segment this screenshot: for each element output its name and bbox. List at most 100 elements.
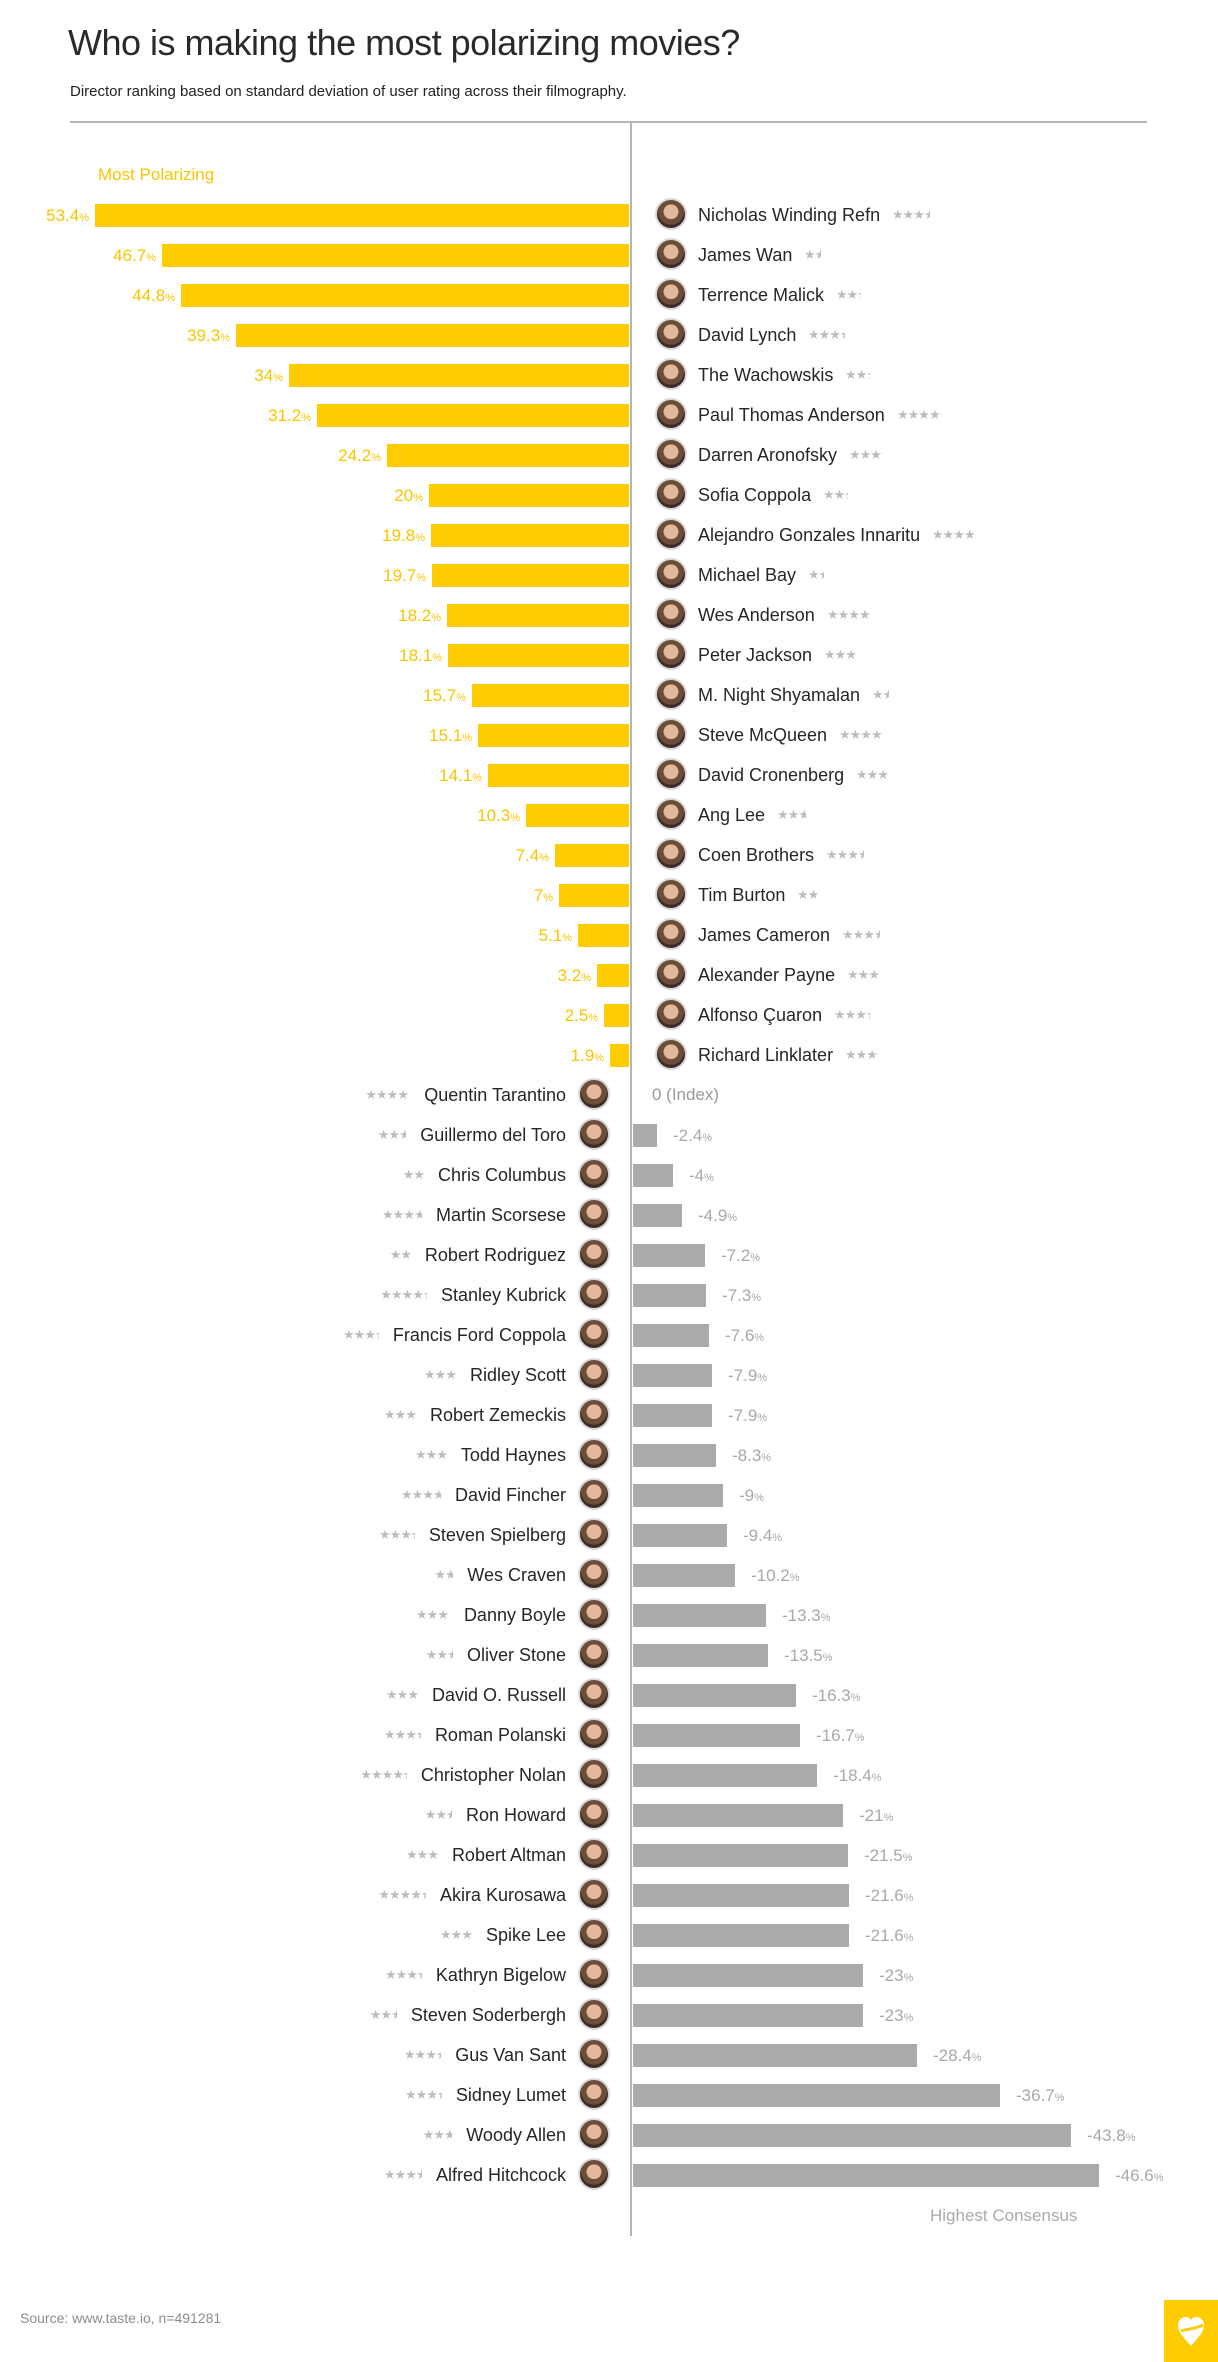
star-rating-icon: ★★★★★ [360,1767,407,1782]
director-row: 53.4% Nicholas Winding Refn ★★★★ [0,198,1218,244]
director-avatar [655,798,687,830]
director-row: 20% Sofia Coppola ★★★ [0,478,1218,524]
star-rating-icon: ★★★★ [824,647,858,662]
director-row: Todd Haynes -8.3% ★★★ [0,1438,1218,1484]
director-avatar [655,198,687,230]
director-name: Oliver Stone [466,1645,566,1665]
star-rating-icon: ★★ [804,247,821,262]
star-rating-icon: ★★ [872,687,889,702]
value-label: -16.3% [812,1686,861,1705]
director-row: 18.1% Peter Jackson ★★★★ [0,638,1218,684]
director-row: 39.3% David Lynch ★★★★ [0,318,1218,364]
polarizing-bar [597,964,629,987]
polarizing-bar [432,564,629,587]
director-avatar [578,1278,610,1310]
director-name: Darren Aronofsky [698,445,838,465]
consensus-bar [633,1444,716,1467]
director-row: 2.5% Alfonso Çuaron ★★★★ [0,998,1218,1044]
director-row: 15.7% M. Night Shyamalan ★★ [0,678,1218,724]
value-label: -4.9% [698,1206,738,1225]
director-row: Chris Columbus -4% ★★ [0,1158,1218,1204]
star-rating-icon: ★★★ [369,2007,397,2022]
heart-logo-icon[interactable] [1164,2300,1218,2362]
value-label: 5.1% [538,926,572,945]
value-label: 31.2% [268,406,311,425]
director-name: Nicholas Winding Refn [698,205,881,225]
consensus-bar [633,1804,843,1827]
value-label: -16.7% [816,1726,865,1745]
director-row: 24.2% Darren Aronofsky ★★★★ [0,438,1218,484]
consensus-bar [633,1724,800,1747]
page-title: Who is making the most polarizing movies… [68,22,740,63]
star-rating-icon: ★★★ [847,967,880,982]
value-label: -4% [689,1166,714,1185]
value-label: -46.6% [1115,2166,1164,2185]
consensus-bar [633,1684,796,1707]
consensus-bar [633,2004,863,2027]
consensus-bar [633,1324,709,1347]
value-label: -7.9% [728,1406,768,1425]
director-row: Oliver Stone -13.5% ★★★ [0,1638,1218,1684]
star-rating-icon: ★★★★ [808,327,845,342]
director-name: Martin Scorsese [435,1205,566,1225]
star-rating-icon: ★★★★★ [378,1887,426,1902]
value-label: -21.6% [865,1926,914,1945]
polarizing-bar [488,764,629,787]
polarizing-bar [555,844,629,867]
director-name: Todd Haynes [460,1445,566,1465]
value-label: -8.3% [732,1446,772,1465]
director-name: David Lynch [698,325,797,345]
star-rating-icon: ★★★★ [416,1607,450,1622]
star-rating-icon: ★★★ [422,2127,452,2142]
value-label: 18.2% [398,606,441,625]
director-avatar [578,1918,610,1950]
director-avatar [578,1998,610,2030]
director-name: Alexander Payne [698,965,836,985]
director-avatar [655,918,687,950]
director-avatar [655,998,687,1030]
director-name: Steven Soderbergh [410,2005,566,2025]
consensus-bar [633,1124,657,1147]
value-label: 46.7% [113,246,156,265]
most-polarizing-label: Most Polarizing [98,165,215,184]
director-name: Coen Brothers [698,845,815,865]
director-row: Ron Howard -21% ★★★ [0,1798,1218,1844]
director-name: James Wan [698,245,793,265]
polarizing-bar [317,404,629,427]
director-avatar [578,1318,610,1350]
director-name: James Cameron [698,925,831,945]
value-label: -7.6% [725,1326,765,1345]
star-rating-icon: ★★★ [797,887,820,902]
value-label: -36.7% [1016,2086,1065,2105]
director-row: Robert Altman -21.5% ★★★ [0,1838,1218,1884]
consensus-bar [633,1564,735,1587]
consensus-bar [633,2124,1071,2147]
star-rating-icon: ★★★ [406,1847,439,1862]
polarizing-bar [387,444,629,467]
director-row: Martin Scorsese -4.9% ★★★★ [0,1198,1218,1244]
director-name: Peter Jackson [698,645,813,665]
star-rating-icon: ★★★★ [839,727,883,742]
polarizing-bar [181,284,629,307]
director-avatar [578,1838,610,1870]
director-name: Alfred Hitchcock [435,2165,566,2185]
director-name: Ron Howard [465,1805,566,1825]
director-row: Danny Boyle -13.3% ★★★★ [0,1598,1218,1644]
director-name: Alfonso Çuaron [698,1005,823,1025]
director-avatar [578,1598,610,1630]
star-rating-icon: ★★★ [415,1447,448,1462]
director-avatar [655,358,687,390]
director-row: 46.7% James Wan ★★ [0,238,1218,284]
star-rating-icon: ★★★★ [382,1207,422,1222]
director-avatar [655,958,687,990]
director-row: Christopher Nolan -18.4% ★★★★★ [0,1758,1218,1804]
director-avatar [578,1398,610,1430]
star-rating-icon: ★★★★ [343,1327,379,1342]
star-rating-icon: ★★★★ [845,1047,879,1062]
consensus-bar [633,1844,848,1867]
star-rating-icon: ★★★★ [384,2167,422,2182]
director-name: Christopher Nolan [420,1765,566,1785]
star-rating-icon: ★★ [808,567,824,582]
director-avatar [655,678,687,710]
star-rating-icon: ★★★★ [405,2087,442,2102]
